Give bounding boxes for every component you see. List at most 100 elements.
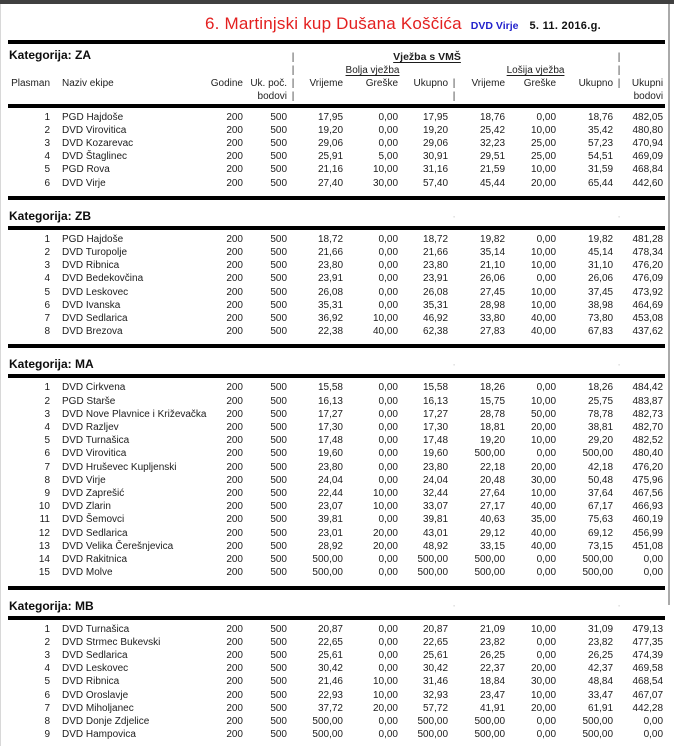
cell-bolja-vrijeme: 29,06 [297,137,345,150]
faint-tick: ' [450,348,458,376]
cell-bolja-greske: 0,00 [345,421,400,434]
col-gap [450,540,458,553]
cell-team-name: DVD Leskovec [52,286,210,299]
col-gap [615,376,623,394]
cell-bolja-ukupno: 31,16 [400,163,450,176]
cell-ukupni-bodovi: 437,62 [623,325,665,346]
col-gap [450,702,458,715]
cell-bolja-greske: 0,00 [345,566,400,587]
col-gap [615,395,623,408]
column-header-godine: Godine [210,77,245,90]
cell-ukupni-bodovi: 467,56 [623,487,665,500]
cell-team-name: DVD Miholjanec [52,702,210,715]
cell-bolja-ukupno: 17,30 [400,421,450,434]
cell-uk-poc-bodovi: 500 [245,163,289,176]
cell-uk-poc-bodovi: 500 [245,312,289,325]
cell-bolja-vrijeme: 17,95 [297,106,345,124]
col-gap [615,177,623,198]
col-gap [615,163,623,176]
col-gap [289,474,297,487]
cell-bolja-ukupno: 23,80 [400,259,450,272]
cell-ukupni-bodovi: 479,13 [623,618,665,636]
cell-losija-vrijeme: 500,00 [458,715,507,728]
col-gap [450,395,458,408]
faint-tick: ' [450,200,458,228]
col-gap [289,150,297,163]
cell-losija-ukupno: 26,06 [558,272,615,285]
cell-bolja-vrijeme: 500,00 [297,566,345,587]
cell-losija-vrijeme: 27,64 [458,487,507,500]
cell-losija-ukupno: 500,00 [558,715,615,728]
cell-godine: 200 [210,395,245,408]
cell-losija-vrijeme: 29,12 [458,527,507,540]
cell-ukupni-bodovi: 477,35 [623,636,665,649]
cell-team-name: DVD Virje [52,177,210,198]
cell-godine: 200 [210,649,245,662]
cell-losija-vrijeme: 500,00 [458,566,507,587]
cell-bolja-vrijeme: 500,00 [297,553,345,566]
col-gap [450,177,458,198]
col-gap [289,137,297,150]
category-label: Kategorija: ZB [8,200,289,228]
cell-plasman: 6 [8,177,52,198]
cell-godine: 200 [210,228,245,246]
cell-uk-poc-bodovi: 500 [245,325,289,346]
cell-team-name: DVD Turnašica [52,618,210,636]
column-header-plasman: Plasman [8,77,52,90]
cell-team-name: DVD Oroslavje [52,689,210,702]
cell-bolja-vrijeme: 20,87 [297,618,345,636]
cell-losija-greske: 10,00 [507,395,558,408]
cell-bolja-ukupno: 25,61 [400,649,450,662]
cell-uk-poc-bodovi: 500 [245,299,289,312]
cell-bolja-ukupno: 48,92 [400,540,450,553]
cell-losija-vrijeme: 27,83 [458,325,507,346]
cell-ukupni-bodovi: 468,54 [623,675,665,688]
cell-uk-poc-bodovi: 500 [245,177,289,198]
cell-losija-greske: 0,00 [507,728,558,747]
cell-bolja-greske: 0,00 [345,553,400,566]
cell-losija-greske: 0,00 [507,553,558,566]
cell-godine: 200 [210,487,245,500]
cell-uk-poc-bodovi: 500 [245,702,289,715]
cell-ukupni-bodovi: 442,60 [623,177,665,198]
cell-bolja-ukupno: 500,00 [400,715,450,728]
cell-bolja-ukupno: 30,42 [400,662,450,675]
cell-plasman: 7 [8,461,52,474]
cell-team-name: DVD Razljev [52,421,210,434]
col-gap [615,527,623,540]
col-gap [450,325,458,346]
cell-losija-ukupno: 37,64 [558,487,615,500]
cell-team-name: DVD Ribnica [52,259,210,272]
cell-godine: 200 [210,408,245,421]
cell-losija-vrijeme: 27,17 [458,500,507,513]
col-gap [289,286,297,299]
cell-bolja-ukupno: 32,93 [400,689,450,702]
cell-plasman: 6 [8,447,52,460]
cell-losija-ukupno: 29,20 [558,434,615,447]
cell-team-name: DVD Virovitica [52,124,210,137]
cell-ukupni-bodovi: 456,99 [623,527,665,540]
col-gap [289,421,297,434]
col-gap [289,662,297,675]
cell-ukupni-bodovi: 482,05 [623,106,665,124]
cell-plasman: 10 [8,500,52,513]
cell-bolja-greske: 0,00 [345,395,400,408]
cell-uk-poc-bodovi: 500 [245,636,289,649]
col-gap [450,447,458,460]
cell-plasman: 15 [8,566,52,587]
cell-ukupni-bodovi: 476,20 [623,461,665,474]
cell-losija-greske: 40,00 [507,500,558,513]
column-header-greske: Greške [345,77,400,90]
col-gap [615,312,623,325]
col-gap [615,434,623,447]
cell-bolja-ukupno: 57,40 [400,177,450,198]
cell-losija-greske: 25,00 [507,150,558,163]
col-gap [615,540,623,553]
col-gap [289,689,297,702]
cell-ukupni-bodovi: 480,40 [623,447,665,460]
cell-ukupni-bodovi: 460,19 [623,513,665,526]
